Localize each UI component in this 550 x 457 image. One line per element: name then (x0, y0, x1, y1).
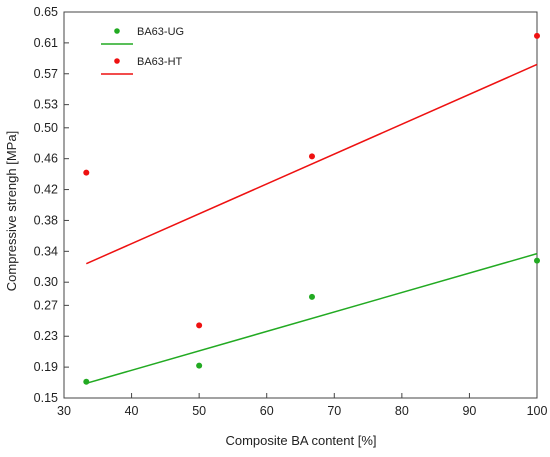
data-points (83, 32, 540, 385)
y-tick-label: 0.53 (34, 98, 58, 112)
trend-lines (85, 63, 538, 385)
x-tick-label: 90 (462, 404, 476, 418)
data-point-ba63-ht (534, 32, 540, 39)
data-point-ba63-ug (534, 257, 540, 264)
y-tick-label: 0.30 (34, 275, 58, 289)
y-tick-label: 0.50 (34, 121, 58, 135)
x-tick-label: 60 (260, 404, 274, 418)
y-tick-label: 0.42 (34, 183, 58, 197)
legend-label-ba63-ug: BA63-UG (137, 26, 184, 38)
legend-marker-ba63-ug (114, 28, 120, 34)
trend-line-ba63-ug (86, 252, 538, 385)
y-tick-label: 0.19 (34, 360, 58, 374)
y-tick-label: 0.23 (34, 329, 58, 343)
axis-ticks: 30 40 50 60 70 80 90 100 0.15 0.19 0.23 0.27 0.30 0.3… (34, 5, 548, 418)
plot-frame (63, 11, 538, 399)
y-axis-label: Compressive strengh [MPa] (4, 131, 19, 291)
x-tick-label: 50 (192, 404, 206, 418)
y-tick-label: 0.65 (34, 5, 58, 19)
x-tick-label: 30 (57, 404, 71, 418)
trend-line-ba63-ht (85, 63, 538, 265)
data-point-ba63-ug (308, 293, 315, 300)
x-axis-label: Composite BA content [%] (225, 433, 376, 448)
data-point-ba63-ht (196, 322, 203, 329)
data-point-ba63-ug (196, 362, 203, 369)
y-tick-label: 0.57 (34, 67, 58, 81)
x-tick-label: 80 (395, 404, 409, 418)
y-tick-label: 0.15 (34, 391, 58, 405)
y-tick-label: 0.38 (34, 213, 58, 227)
legend-marker-ba63-ht (114, 58, 120, 64)
data-point-ba63-ug (83, 378, 90, 385)
x-tick-label: 40 (125, 404, 139, 418)
y-tick-label: 0.34 (34, 244, 58, 258)
plot-border (63, 11, 538, 399)
data-point-ba63-ht (308, 153, 315, 160)
legend: BA63-UG BA63-HT (101, 26, 184, 75)
data-point-ba63-ht (83, 169, 90, 176)
x-tick-label: 100 (527, 404, 548, 418)
y-tick-label: 0.46 (34, 152, 58, 166)
x-tick-label: 70 (327, 404, 341, 418)
y-tick-label: 0.61 (34, 36, 58, 50)
y-tick-label: 0.27 (34, 298, 58, 312)
legend-label-ba63-ht: BA63-HT (137, 56, 183, 68)
